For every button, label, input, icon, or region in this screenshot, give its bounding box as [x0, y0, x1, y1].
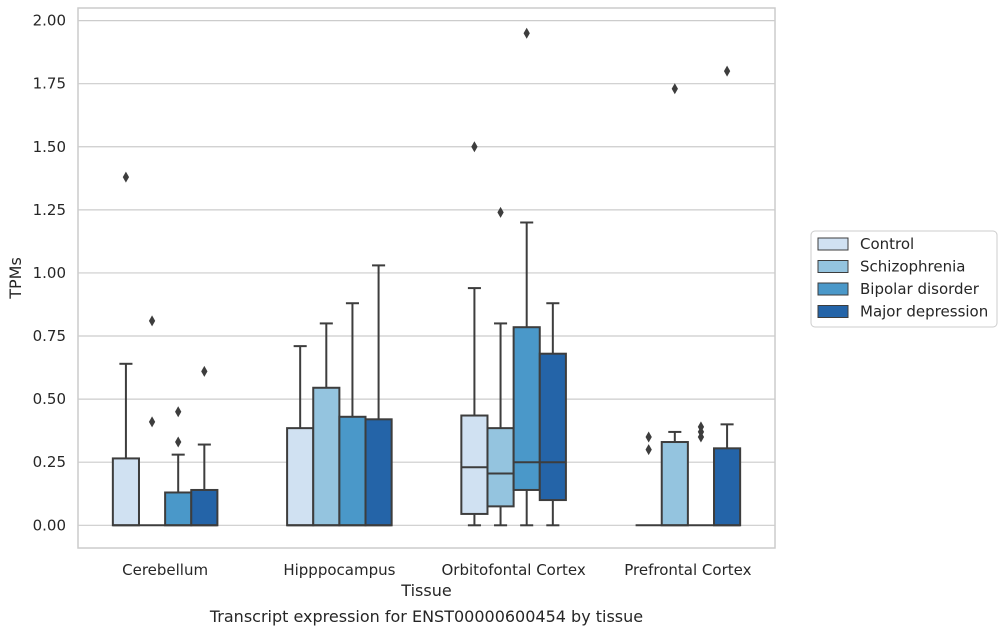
outlier-point	[645, 444, 652, 456]
box	[486, 206, 515, 527]
box	[687, 421, 715, 527]
x-tick-label: Prefrontal Cortex	[624, 561, 751, 579]
box-rect	[338, 415, 367, 527]
legend-swatch	[817, 260, 849, 273]
y-tick-label: 1.50	[33, 138, 66, 156]
outlier-point	[497, 206, 504, 218]
legend-swatch	[817, 305, 849, 318]
legend-swatch	[817, 237, 849, 251]
box-rect	[164, 491, 193, 527]
box	[312, 322, 341, 527]
box-rect	[312, 386, 341, 527]
outlier-point	[148, 416, 156, 428]
legend-swatch	[817, 282, 849, 296]
box	[512, 27, 541, 527]
legend-label: Major depression	[860, 303, 988, 321]
box	[538, 302, 567, 527]
y-tick-label: 0.50	[33, 390, 66, 408]
y-axis-label: TPMs	[6, 257, 25, 300]
legend: Control Schizophrenia Bipolar disorder Majo…	[810, 230, 998, 328]
outlier-point	[645, 431, 652, 443]
box	[338, 302, 367, 527]
box	[635, 431, 662, 527]
x-axis-label: Tissue	[400, 581, 451, 600]
y-tick-label: 1.25	[33, 201, 66, 219]
y-tick-label: 2.00	[33, 12, 66, 30]
box-rect	[538, 352, 567, 502]
box-rect	[190, 488, 219, 527]
box-rect	[713, 447, 742, 527]
box-rect	[111, 457, 140, 527]
box-rect	[486, 427, 515, 508]
plot-frame	[77, 7, 776, 549]
box	[138, 315, 166, 527]
outlier-point	[175, 406, 182, 418]
x-tick-label: Orbitofontal Cortex	[442, 561, 586, 579]
box-rect	[286, 427, 315, 527]
box	[460, 141, 489, 527]
box	[660, 83, 689, 527]
box-series	[111, 27, 742, 527]
legend-frame	[810, 230, 998, 328]
box	[713, 65, 742, 527]
chart-title: Transcript expression for ENST0000060045…	[209, 607, 643, 626]
x-tick-labels: Cerebellum Hipppocampus Orbitofontal Corte…	[122, 561, 751, 579]
outlier-point	[175, 436, 182, 448]
outlier-point	[471, 141, 478, 153]
box	[164, 406, 193, 527]
outlier-point	[148, 315, 156, 327]
y-tick-label: 1.75	[33, 75, 66, 93]
box	[286, 345, 315, 527]
x-tick-label: Hipppocampus	[283, 561, 395, 579]
box	[111, 171, 140, 527]
x-tick-label: Cerebellum	[122, 561, 208, 579]
y-tick-label: 0.25	[33, 453, 66, 471]
legend-label: Control	[860, 235, 914, 253]
outlier-point	[671, 83, 678, 95]
legend-label: Schizophrenia	[860, 258, 965, 276]
outlier-point	[201, 365, 208, 377]
grid-lines	[78, 20, 775, 526]
outlier-point	[723, 65, 731, 77]
outlier-point	[523, 27, 530, 39]
box	[364, 264, 393, 527]
box-rect	[660, 441, 689, 527]
y-tick-label: 1.00	[33, 264, 66, 282]
box	[190, 365, 219, 527]
box-rect	[460, 414, 489, 515]
y-tick-label: 0.75	[33, 327, 66, 345]
legend-label: Bipolar disorder	[860, 280, 980, 298]
y-tick-label: 0.00	[33, 516, 66, 534]
box-rect	[364, 418, 393, 527]
outlier-point	[697, 421, 705, 433]
y-tick-labels: 0.00 0.25 0.50 0.75 1.00 1.25 1.50 1.75 2.00	[33, 12, 66, 535]
outlier-point	[122, 171, 130, 183]
box-rect	[512, 326, 541, 491]
